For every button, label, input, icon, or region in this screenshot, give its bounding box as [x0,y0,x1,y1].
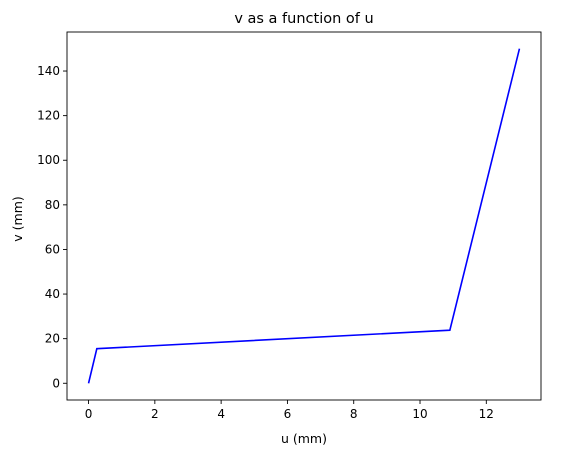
x-tick-label: 8 [350,407,358,421]
x-tick-label: 6 [284,407,292,421]
x-tick-label: 10 [412,407,427,421]
y-tick-label: 60 [45,242,60,256]
x-tick-label: 0 [85,407,93,421]
y-axis-label: v (mm) [10,196,25,241]
x-tick-label: 2 [151,407,159,421]
x-tick-label: 4 [217,407,225,421]
y-tick-label: 100 [37,153,60,167]
x-axis-label: u (mm) [281,431,327,446]
y-tick-label: 0 [52,376,60,390]
plot-frame [66,31,542,401]
y-tick-label: 80 [45,198,60,212]
chart-title: v as a function of u [234,11,373,27]
data-line-0 [87,48,521,384]
y-tick-label: 20 [45,332,60,346]
y-tick-label: 120 [37,109,60,123]
x-tick-label: 12 [479,407,494,421]
y-tick-label: 40 [45,287,60,301]
y-tick-label: 140 [37,64,60,78]
